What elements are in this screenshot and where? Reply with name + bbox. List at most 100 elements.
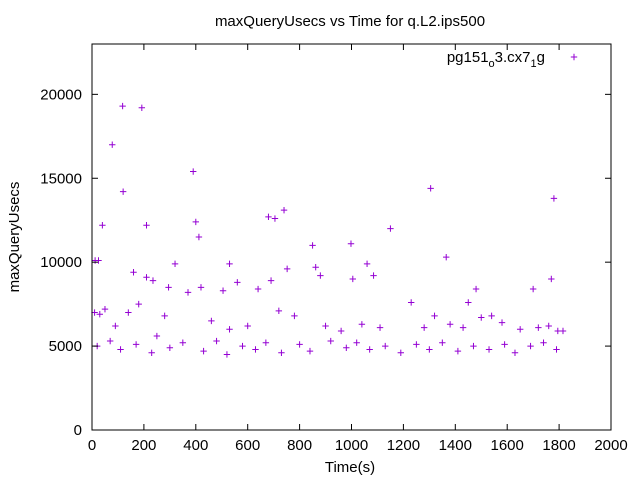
data-point: [254, 285, 262, 293]
data-point: [420, 324, 428, 331]
data-point: [439, 339, 446, 346]
data-point: [443, 253, 450, 261]
data-point: [312, 264, 319, 271]
data-point: [119, 188, 127, 195]
data-point: [125, 309, 132, 316]
data-point: [135, 300, 142, 308]
data-point: [387, 225, 394, 232]
data-point: [545, 322, 552, 330]
data-point: [234, 279, 241, 286]
data-point: [296, 341, 303, 348]
data-point: [511, 349, 519, 356]
legend-label-part: g: [537, 49, 545, 66]
axis-ticks: 0 200 400 600 800 1000 1200 1400 1600 1800 2000050…: [40, 44, 628, 454]
data-point: [165, 284, 172, 291]
data-point: [280, 206, 288, 214]
data-point: [101, 305, 109, 313]
data-point: [119, 102, 126, 110]
data-point: [529, 285, 537, 293]
data-point: [550, 195, 558, 202]
data-point: [370, 272, 377, 279]
y-axis-label: maxQueryUsecs: [6, 182, 23, 293]
data-point: [219, 287, 227, 294]
data-point: [306, 347, 314, 355]
data-point: [470, 342, 477, 350]
data-point: [149, 277, 157, 284]
data-point: [117, 346, 124, 353]
legend-label-part: 1: [531, 58, 537, 70]
data-point: [413, 341, 420, 348]
data-point: [223, 351, 231, 358]
data-point: [179, 339, 187, 346]
data-point: [498, 319, 506, 326]
data-point: [516, 326, 524, 333]
data-point: [454, 347, 462, 355]
data-point: [226, 260, 233, 268]
data-point: [527, 342, 534, 350]
data-point: [291, 312, 298, 320]
data-point: [278, 349, 285, 356]
data-point: [244, 322, 251, 330]
data-point: [112, 322, 119, 330]
data-point: [190, 168, 197, 175]
data-point: [184, 289, 192, 296]
data-point: [95, 257, 102, 264]
y-tick-label: 15000: [40, 170, 82, 187]
legend-entry-label: pg151o3.cx71g: [447, 49, 545, 70]
data-point: [427, 185, 434, 192]
data-point: [317, 272, 324, 279]
data-point: [267, 277, 275, 284]
data-point: [559, 327, 567, 335]
x-tick-label: 1600: [491, 437, 524, 454]
data-point: [343, 344, 350, 351]
x-tick-label: 400: [183, 437, 208, 454]
data-point: [397, 349, 405, 356]
x-tick-label: 1000: [335, 437, 368, 454]
data-point: [366, 346, 373, 353]
data-point: [465, 299, 472, 306]
data-point: [337, 327, 345, 335]
y-tick-label: 0: [74, 422, 82, 439]
y-tick-label: 20000: [40, 86, 82, 103]
legend-label-part: 3.cx7: [495, 49, 531, 66]
data-point: [488, 312, 495, 320]
data-point: [106, 337, 114, 345]
y-tick-label: 10000: [40, 254, 82, 271]
data-point: [138, 104, 146, 111]
legend: pg151o3.cx71g: [447, 49, 578, 70]
data-point: [109, 141, 116, 148]
data-point: [349, 275, 356, 283]
data-point: [553, 346, 560, 353]
data-point: [208, 317, 215, 325]
data-point: [327, 337, 334, 345]
y-tick-label: 5000: [49, 338, 82, 355]
data-point: [171, 260, 179, 268]
data-point: [99, 222, 106, 229]
data-point: [197, 284, 205, 291]
x-tick-label: 0: [88, 437, 96, 454]
data-point: [226, 326, 233, 333]
data-point: [431, 312, 438, 320]
data-point: [382, 342, 389, 350]
data-point: [283, 265, 291, 273]
data-point: [265, 213, 272, 221]
data-point: [239, 342, 246, 350]
data-point: [358, 321, 366, 328]
data-point: [271, 215, 279, 222]
data-point: [195, 233, 203, 241]
data-point: [322, 322, 329, 330]
data-point: [353, 339, 360, 346]
data-point: [426, 346, 433, 353]
data-point: [363, 260, 371, 268]
data-point: [485, 346, 493, 353]
data-points: [91, 102, 567, 358]
data-point: [96, 311, 103, 318]
data-point: [132, 341, 140, 348]
legend-marker-plus: [570, 53, 578, 61]
data-point: [478, 314, 485, 321]
data-point: [192, 218, 199, 226]
x-tick-label: 1200: [387, 437, 420, 454]
data-point: [143, 222, 150, 229]
x-tick-label: 2000: [594, 437, 627, 454]
